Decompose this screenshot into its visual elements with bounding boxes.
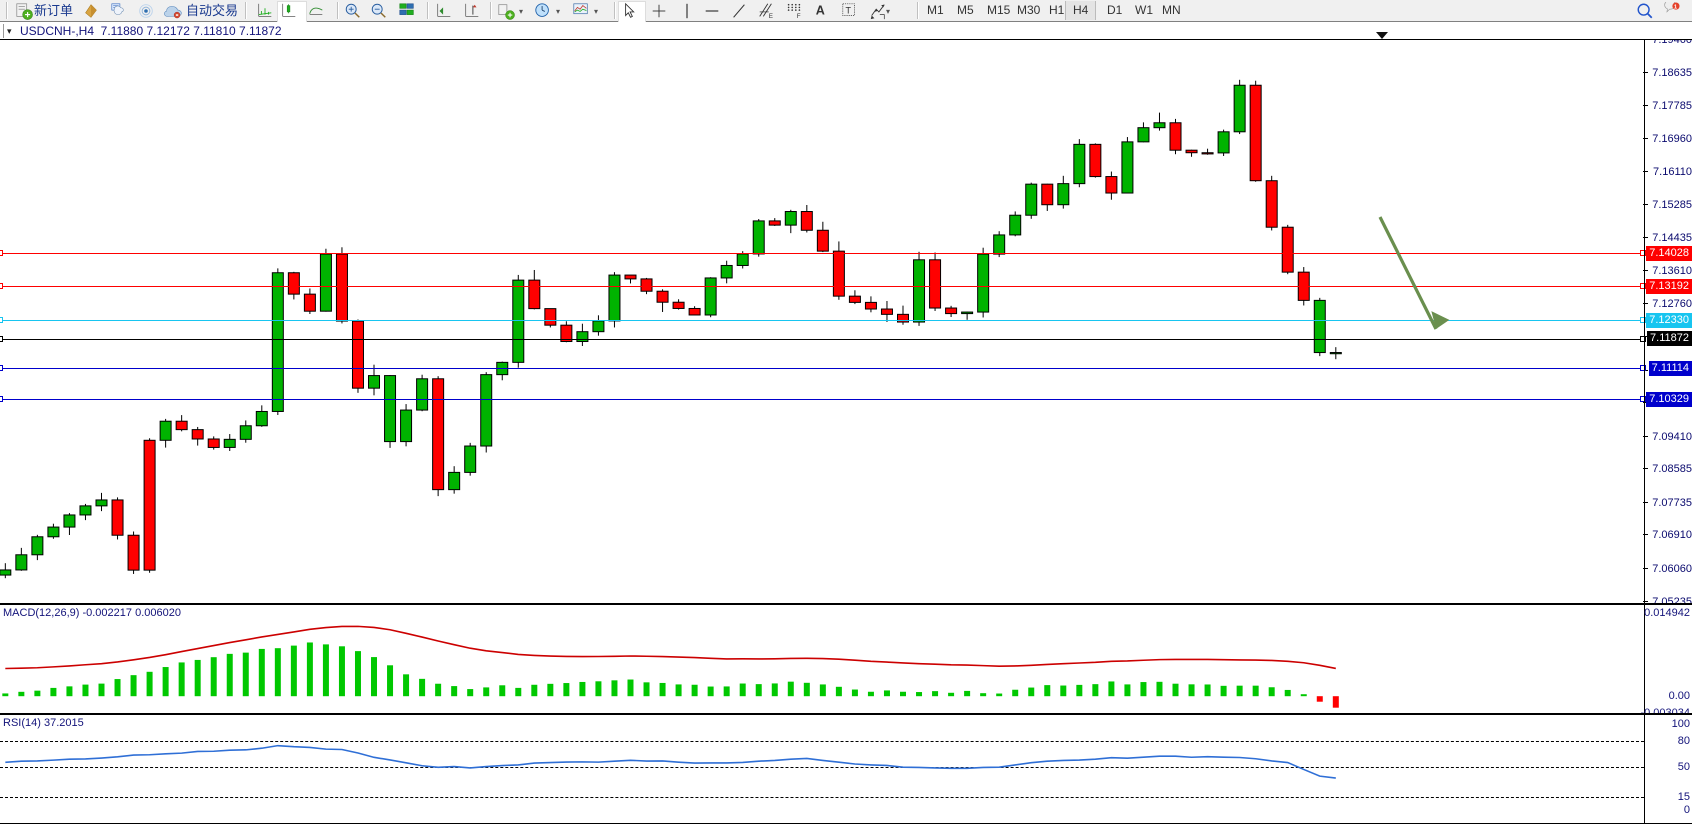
svg-text:E: E bbox=[769, 13, 773, 20]
svg-text:A: A bbox=[816, 4, 825, 18]
svg-text:F: F bbox=[797, 13, 801, 20]
svg-text:T: T bbox=[846, 6, 852, 16]
